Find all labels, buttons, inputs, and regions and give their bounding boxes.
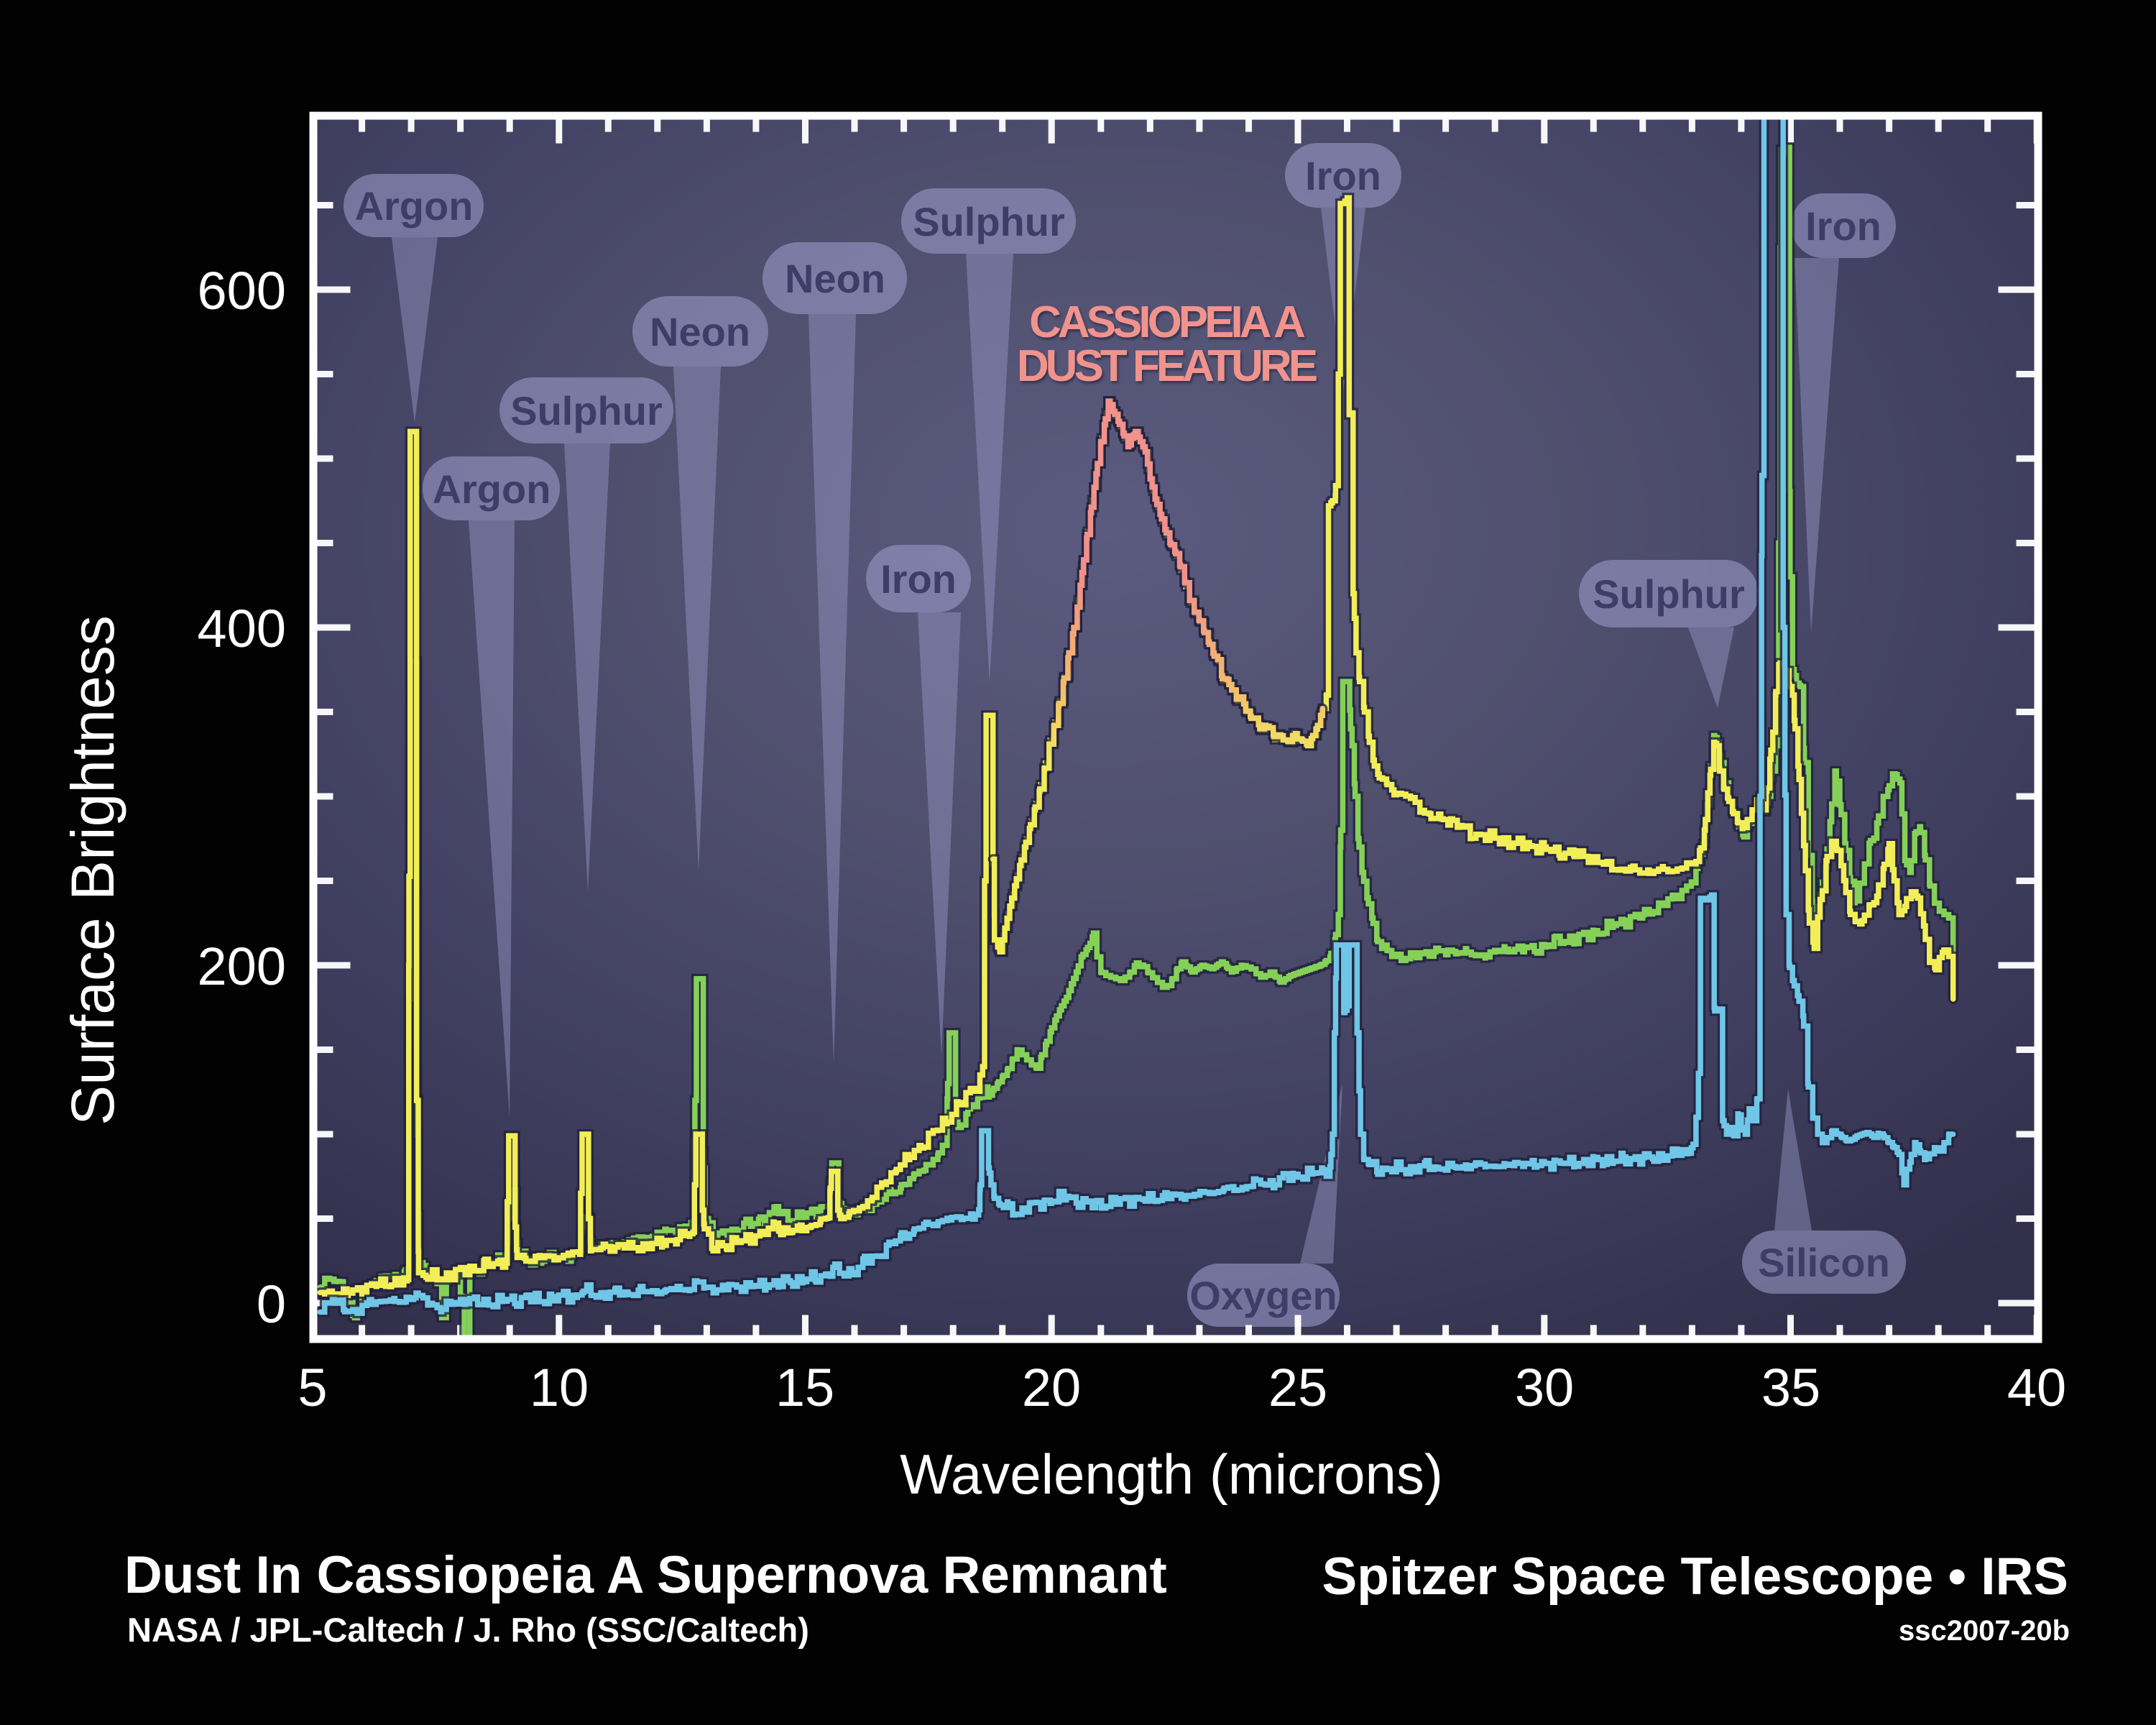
svg-text:CASSIOPEIA A: CASSIOPEIA A (1029, 298, 1305, 347)
svg-text:Argon: Argon (355, 183, 474, 229)
svg-text:Sulphur: Sulphur (913, 199, 1065, 244)
svg-text:Iron: Iron (1805, 203, 1881, 249)
svg-text:Oxygen: Oxygen (1189, 1273, 1337, 1318)
svg-text:30: 30 (1515, 1358, 1574, 1417)
svg-text:Dust In Cassiopeia A Supernova: Dust In Cassiopeia A Supernova Remnant (124, 1546, 1167, 1604)
svg-text:400: 400 (198, 599, 286, 658)
svg-text:Neon: Neon (785, 256, 885, 301)
svg-text:DUST FEATURE: DUST FEATURE (1017, 341, 1317, 391)
svg-text:Spitzer Space Telescope • IRS: Spitzer Space Telescope • IRS (1322, 1547, 2068, 1606)
svg-text:Silicon: Silicon (1758, 1240, 1890, 1285)
svg-text:25: 25 (1268, 1358, 1327, 1417)
svg-text:Iron: Iron (1305, 153, 1381, 198)
svg-text:Sulphur: Sulphur (510, 388, 663, 433)
svg-text:Neon: Neon (650, 309, 750, 354)
svg-text:Surface Brightness: Surface Brightness (59, 615, 126, 1126)
svg-text:Iron: Iron (880, 556, 957, 602)
svg-text:40: 40 (2007, 1358, 2066, 1417)
svg-text:5: 5 (298, 1358, 327, 1417)
svg-text:Sulphur: Sulphur (1593, 571, 1745, 617)
svg-text:0: 0 (257, 1274, 286, 1334)
svg-text:35: 35 (1761, 1358, 1820, 1417)
svg-text:600: 600 (198, 261, 286, 321)
svg-text:Wavelength (microns): Wavelength (microns) (900, 1443, 1443, 1506)
svg-text:200: 200 (198, 937, 286, 996)
svg-text:ssc2007-20b: ssc2007-20b (1899, 1615, 2070, 1647)
svg-text:15: 15 (775, 1358, 834, 1417)
svg-text:10: 10 (530, 1358, 589, 1417)
svg-text:NASA / JPL-Caltech / J. Rho (S: NASA / JPL-Caltech / J. Rho (SSC/Caltech… (127, 1611, 809, 1649)
svg-text:20: 20 (1022, 1358, 1081, 1417)
svg-text:Argon: Argon (433, 466, 551, 512)
